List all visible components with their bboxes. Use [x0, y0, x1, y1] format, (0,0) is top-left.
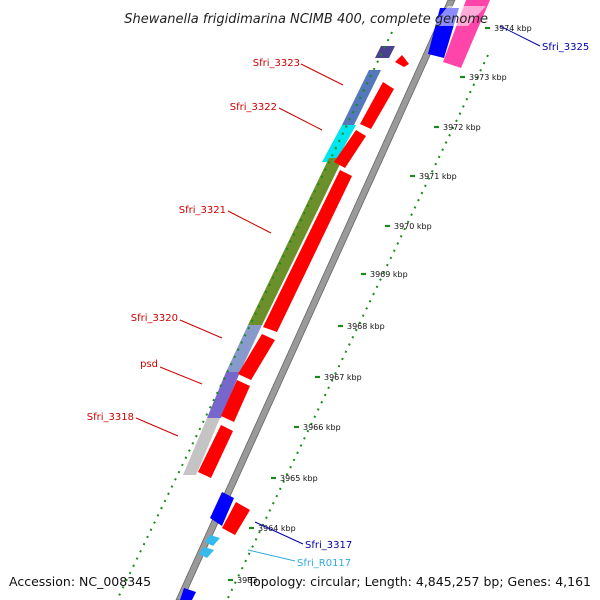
scale-tick: 3974 kbp — [485, 24, 532, 33]
gene-leader-line — [499, 25, 541, 47]
gene-label[interactable]: psd — [140, 359, 158, 370]
rna-arrow-sfri-r0117a — [205, 535, 220, 546]
cds-arrow-sfri-3317b — [210, 492, 234, 526]
scale-tick: 3968 kbp — [338, 322, 385, 331]
gene-label[interactable]: Sfri_3321 — [179, 205, 226, 216]
scale-tick: 3964 kbp — [249, 524, 296, 533]
scale-tick-label: 3970 kbp — [394, 222, 432, 231]
gene-label[interactable]: Sfri_3322 — [230, 102, 277, 113]
scale-tick-label: 3968 kbp — [347, 322, 385, 331]
gene-label[interactable]: Sfri_3323 — [253, 58, 300, 69]
gene-block-sfri-3322 — [322, 125, 356, 162]
gene-block-sfri-3318 — [183, 418, 220, 475]
scale-tick: 3973 kbp — [460, 73, 507, 82]
gene-block-sfri-3323 — [342, 70, 381, 125]
outer-tick-ring — [116, 31, 393, 600]
gene-label[interactable]: Sfri_3318 — [87, 412, 134, 423]
feature-magenta — [443, 0, 490, 68]
cds-arrow-sfri-3324b — [395, 55, 409, 67]
scale-ticks-layer: 3963 3964 kbp 3965 kbp 3966 kbp 3967 kbp 3968… — [228, 24, 532, 585]
scale-tick: 3970 kbp — [385, 222, 432, 231]
accession-text: Accession: NC_008345 — [9, 574, 151, 589]
gene-leader-line — [247, 549, 296, 562]
scale-tick-label: 3974 kbp — [494, 24, 532, 33]
gene-leader-line — [135, 417, 179, 437]
scale-tick: 3972 kbp — [434, 123, 481, 132]
scale-tick-label: 3965 kbp — [280, 474, 318, 483]
gene-label[interactable]: Sfri_3325 — [542, 42, 589, 53]
gene-block-sfri-3321 — [248, 158, 343, 325]
cds-arrow-psd — [221, 380, 250, 422]
scale-tick: 3963 — [228, 576, 257, 585]
cds-arrow-sfri-3321 — [263, 170, 352, 332]
gene-leader-line — [278, 107, 323, 131]
gene-label[interactable]: Sfri_3320 — [131, 313, 178, 324]
cds-arrow-sfri-3323 — [360, 82, 394, 129]
feature-white-highlight — [432, 6, 486, 26]
label-leaders-layer — [135, 25, 541, 562]
scale-tick: 3966 kbp — [294, 423, 341, 432]
gene-leader-line — [159, 366, 203, 385]
gene-label[interactable]: Sfri_3317 — [305, 540, 352, 551]
gene-leader-line — [254, 521, 304, 545]
gene-label[interactable]: Sfri_R0117 — [297, 558, 351, 569]
gene-leader-line — [227, 210, 272, 234]
scale-tick-label: 3972 kbp — [443, 123, 481, 132]
cds-arrow-sfri-3318 — [198, 425, 233, 478]
scale-tick-label: 3966 kbp — [303, 423, 341, 432]
gene-leader-line — [179, 319, 223, 339]
backbone-line — [175, 0, 456, 600]
tracks-layer — [116, 0, 490, 600]
scale-tick-label: 3967 kbp — [324, 373, 362, 382]
topology-text: Topology: circular; Length: 4,845,257 bp… — [247, 574, 591, 589]
scale-tick: 3969 kbp — [361, 270, 408, 279]
map-title: Shewanella frigidimarina NCIMB 400, comp… — [124, 12, 488, 27]
cds-arrow-sfri-3322 — [334, 130, 366, 168]
cds-arrow-sfri-3317 — [222, 502, 250, 535]
scale-tick-label: 3964 kbp — [258, 524, 296, 533]
scale-tick-label: 3969 kbp — [370, 270, 408, 279]
scale-tick-label: 3971 kbp — [419, 172, 457, 181]
gene-block-sfri-3320 — [226, 325, 262, 372]
scale-tick: 3967 kbp — [315, 373, 362, 382]
scale-tick: 3965 kbp — [271, 474, 318, 483]
cds-arrow-bottom — [180, 588, 196, 600]
gene-block-psd — [207, 372, 240, 418]
scale-tick-label: 3963 — [237, 576, 257, 585]
cds-arrow-sfri-3320 — [238, 334, 275, 380]
scale-tick-label: 3973 kbp — [469, 73, 507, 82]
gene-leader-line — [300, 63, 344, 86]
rna-arrow-sfri-r0117b — [199, 547, 214, 558]
scale-tick: 3971 kbp — [410, 172, 457, 181]
